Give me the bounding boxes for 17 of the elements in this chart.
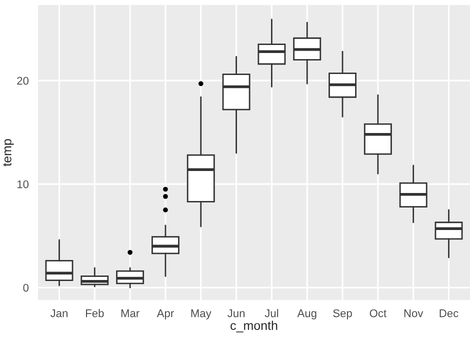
x-tick-label: Mar bbox=[121, 309, 140, 318]
x-tick-label: Jun bbox=[228, 309, 245, 318]
x-tick-label: Nov bbox=[404, 309, 424, 318]
x-tick-label: Jul bbox=[264, 309, 278, 318]
y-tick-label: 10 bbox=[17, 180, 29, 188]
x-tick-label: Feb bbox=[86, 309, 104, 318]
y-axis-title: temp bbox=[3, 139, 14, 166]
x-tick-label: Aug bbox=[297, 309, 316, 320]
x-tick-label: May bbox=[191, 309, 212, 320]
x-axis-title: c_month bbox=[230, 320, 278, 332]
x-tick-label: Oct bbox=[370, 309, 386, 318]
x-tick-label: Dec bbox=[440, 309, 458, 318]
x-tick-label: Sep bbox=[333, 309, 352, 320]
x-tick-label: Jan bbox=[50, 309, 68, 318]
y-tick-label: 20 bbox=[17, 76, 29, 85]
x-tick-label: Apr bbox=[156, 309, 174, 320]
y-tick-label: 0 bbox=[23, 284, 29, 292]
